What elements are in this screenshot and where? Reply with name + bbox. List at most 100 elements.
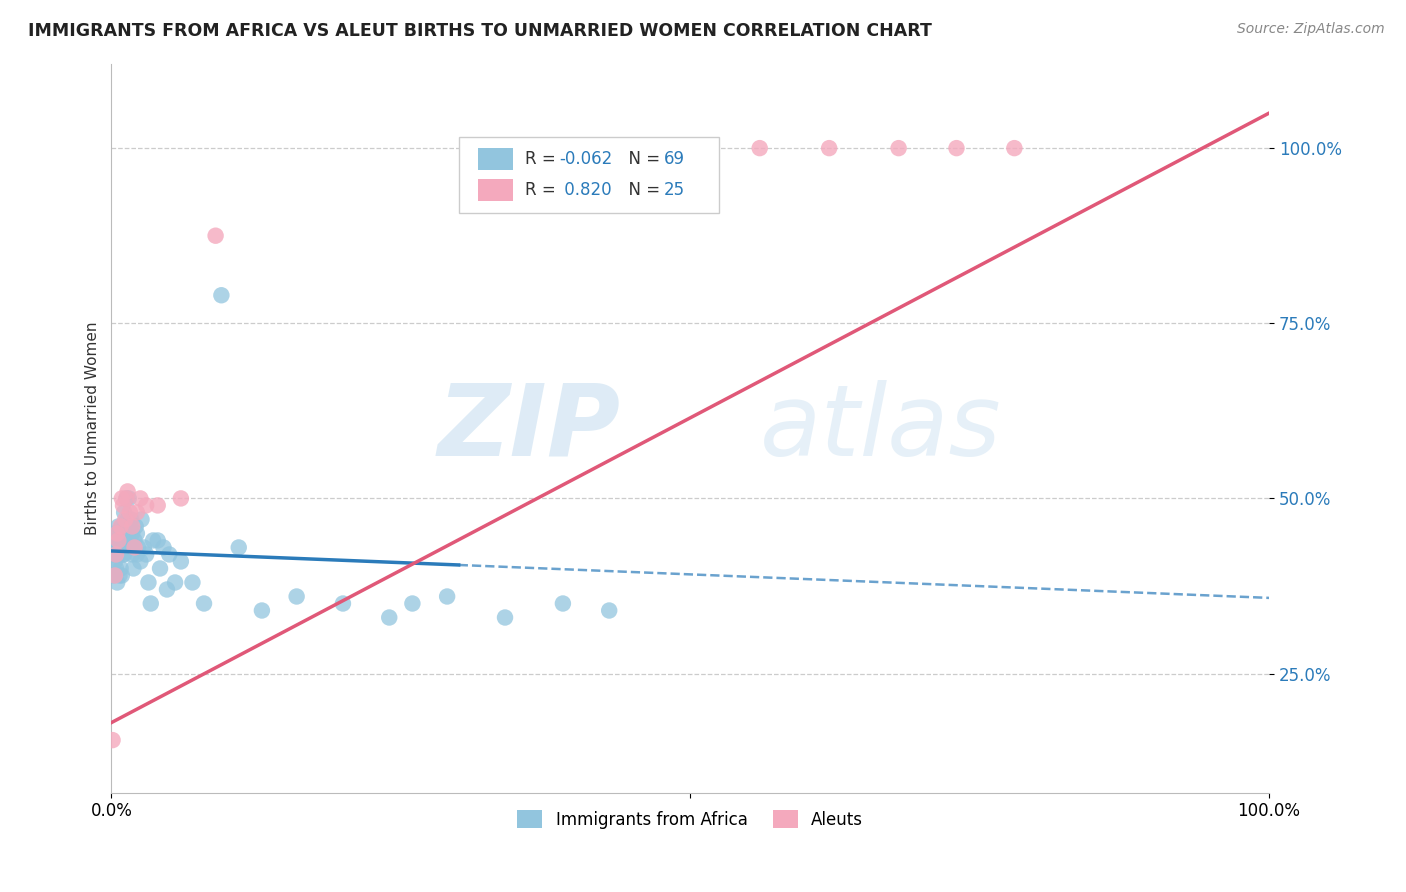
Point [125, 526, 148, 541]
Point [157, 548, 180, 562]
Point [156, 582, 179, 597]
Point [118, 533, 141, 548]
Point [598, 603, 620, 617]
Point [115, 541, 138, 555]
Point [115, 491, 138, 506]
Point [436, 590, 458, 604]
Bar [478, 179, 513, 201]
Point [111, 533, 134, 548]
Point [124, 541, 146, 555]
Text: 25: 25 [664, 181, 685, 199]
Y-axis label: Births to Unmarried Women: Births to Unmarried Women [86, 322, 100, 535]
Point [121, 519, 143, 533]
Point [135, 548, 157, 562]
Point [118, 519, 141, 533]
Point [111, 491, 134, 506]
Point [114, 533, 136, 548]
Point [110, 519, 132, 533]
Point [108, 548, 131, 562]
Point [165, 575, 187, 590]
Point [551, 597, 574, 611]
Point [127, 541, 149, 555]
Text: N =: N = [619, 181, 666, 199]
Bar [478, 148, 513, 169]
FancyBboxPatch shape [458, 136, 720, 213]
Point [181, 575, 204, 590]
Point [108, 568, 131, 582]
Point [193, 597, 215, 611]
Point [110, 561, 132, 575]
Point [170, 491, 193, 506]
Point [124, 533, 146, 548]
Point [107, 533, 129, 548]
Point [105, 533, 128, 548]
Point [152, 541, 174, 555]
Point [170, 554, 193, 568]
Point [209, 288, 232, 302]
Point [105, 533, 128, 548]
Point [111, 519, 134, 533]
Point [135, 499, 157, 513]
Point [149, 561, 172, 575]
Point [101, 733, 124, 747]
Point [104, 568, 127, 582]
Point [125, 505, 148, 519]
Text: 0.820: 0.820 [560, 181, 612, 199]
Point [139, 597, 162, 611]
Point [117, 512, 139, 526]
Point [117, 526, 139, 541]
Text: 69: 69 [664, 150, 685, 168]
Point [105, 575, 128, 590]
Point [111, 499, 134, 513]
Point [105, 561, 128, 575]
Point [118, 491, 141, 506]
Point [129, 554, 152, 568]
Point [112, 505, 135, 519]
Point [146, 499, 169, 513]
Point [105, 548, 128, 562]
Point [114, 512, 136, 526]
Point [121, 548, 143, 562]
Point [129, 491, 152, 506]
Point [104, 526, 127, 541]
Point [111, 548, 134, 562]
Text: IMMIGRANTS FROM AFRICA VS ALEUT BIRTHS TO UNMARRIED WOMEN CORRELATION CHART: IMMIGRANTS FROM AFRICA VS ALEUT BIRTHS T… [28, 22, 932, 40]
Point [125, 519, 148, 533]
Point [250, 603, 273, 617]
Point [104, 554, 127, 568]
Text: R =: R = [524, 150, 561, 168]
Point [120, 512, 142, 526]
Point [122, 561, 145, 575]
Point [114, 519, 136, 533]
Point [115, 491, 138, 506]
Point [748, 141, 770, 155]
Text: -0.062: -0.062 [560, 150, 613, 168]
Point [101, 548, 124, 562]
Point [112, 548, 135, 562]
Point [142, 533, 165, 548]
Point [131, 512, 153, 526]
Point [146, 533, 169, 548]
Point [204, 228, 226, 243]
Point [108, 541, 131, 555]
Point [103, 568, 125, 582]
Point [107, 548, 129, 562]
Point [887, 141, 910, 155]
Point [378, 610, 401, 624]
Text: ZIP: ZIP [437, 380, 621, 477]
Point [118, 541, 141, 555]
Point [401, 597, 423, 611]
Point [228, 541, 250, 555]
Point [818, 141, 841, 155]
Point [494, 610, 516, 624]
Point [107, 519, 129, 533]
Point [132, 541, 155, 555]
Point [1002, 141, 1025, 155]
Point [332, 597, 354, 611]
Point [103, 541, 125, 555]
Point [125, 548, 148, 562]
Text: N =: N = [619, 150, 666, 168]
Point [111, 541, 134, 555]
Text: Source: ZipAtlas.com: Source: ZipAtlas.com [1237, 22, 1385, 37]
Point [111, 568, 134, 582]
